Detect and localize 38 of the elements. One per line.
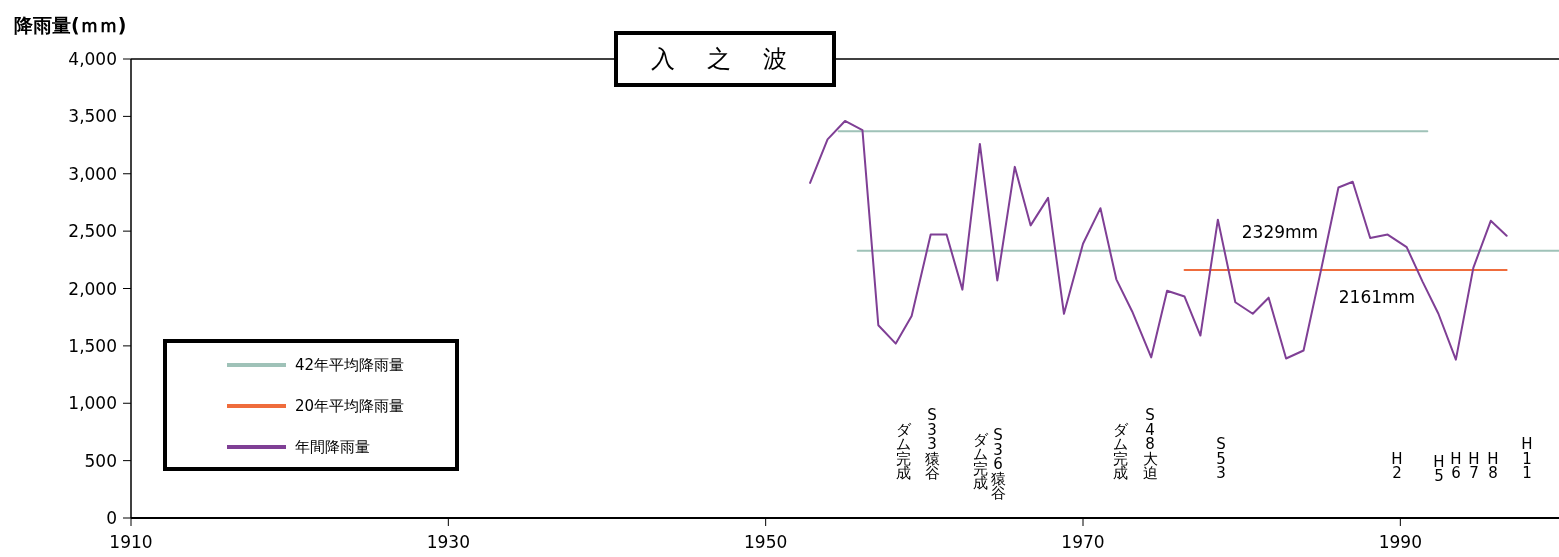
legend-item: 年間降雨量 <box>227 438 370 456</box>
x-tick-label: 1970 <box>1061 532 1105 552</box>
annotation: S48大迫 <box>1142 406 1158 482</box>
y-tick-label: 1,500 <box>68 335 117 356</box>
annotation: H6 <box>1450 449 1462 482</box>
y-tick-label: 3,000 <box>68 163 117 184</box>
legend-label: 20年平均降雨量 <box>295 397 405 415</box>
annotation: H11 <box>1521 435 1533 482</box>
annotation: H5 <box>1433 452 1445 485</box>
y-axis-title: 降雨量(ｍｍ) <box>14 14 127 36</box>
y-tick-label: 500 <box>84 450 117 471</box>
x-tick-label: 1930 <box>426 532 470 552</box>
annotation: H8 <box>1487 449 1499 482</box>
annotation: S33猿谷 <box>924 406 940 482</box>
y-tick-label: 1,000 <box>68 393 117 414</box>
y-tick-label: 3,500 <box>68 106 117 127</box>
annotation: ダム完成 <box>895 420 912 482</box>
y-tick-label: 4,000 <box>68 49 117 69</box>
annotation: 2329mm <box>1241 222 1319 242</box>
x-tick-label: 1910 <box>109 532 153 552</box>
x-tick-label: 1990 <box>1378 532 1422 552</box>
y-tick-label: 0 <box>106 508 117 528</box>
annotation: H2 <box>1391 449 1403 482</box>
y-tick-label: 2,000 <box>68 278 117 299</box>
annotation: S53 <box>1216 435 1226 482</box>
chart-title: 入 之 波 <box>651 45 799 73</box>
legend-label: 42年平均降雨量 <box>295 356 405 374</box>
legend-item: 20年平均降雨量 <box>227 397 405 415</box>
annotation: S36猿谷 <box>990 426 1006 502</box>
legend-label: 年間降雨量 <box>295 438 370 456</box>
annotation: H7 <box>1468 449 1480 482</box>
legend-item: 42年平均降雨量 <box>227 356 405 374</box>
x-tick-label: 1950 <box>744 532 788 552</box>
annotation: ダム完成 <box>972 430 989 492</box>
annotation: 2161mm <box>1338 287 1416 307</box>
annotation: ダム完成 <box>1112 420 1129 482</box>
line-series <box>809 119 1508 361</box>
y-tick-label: 2,500 <box>68 221 117 242</box>
